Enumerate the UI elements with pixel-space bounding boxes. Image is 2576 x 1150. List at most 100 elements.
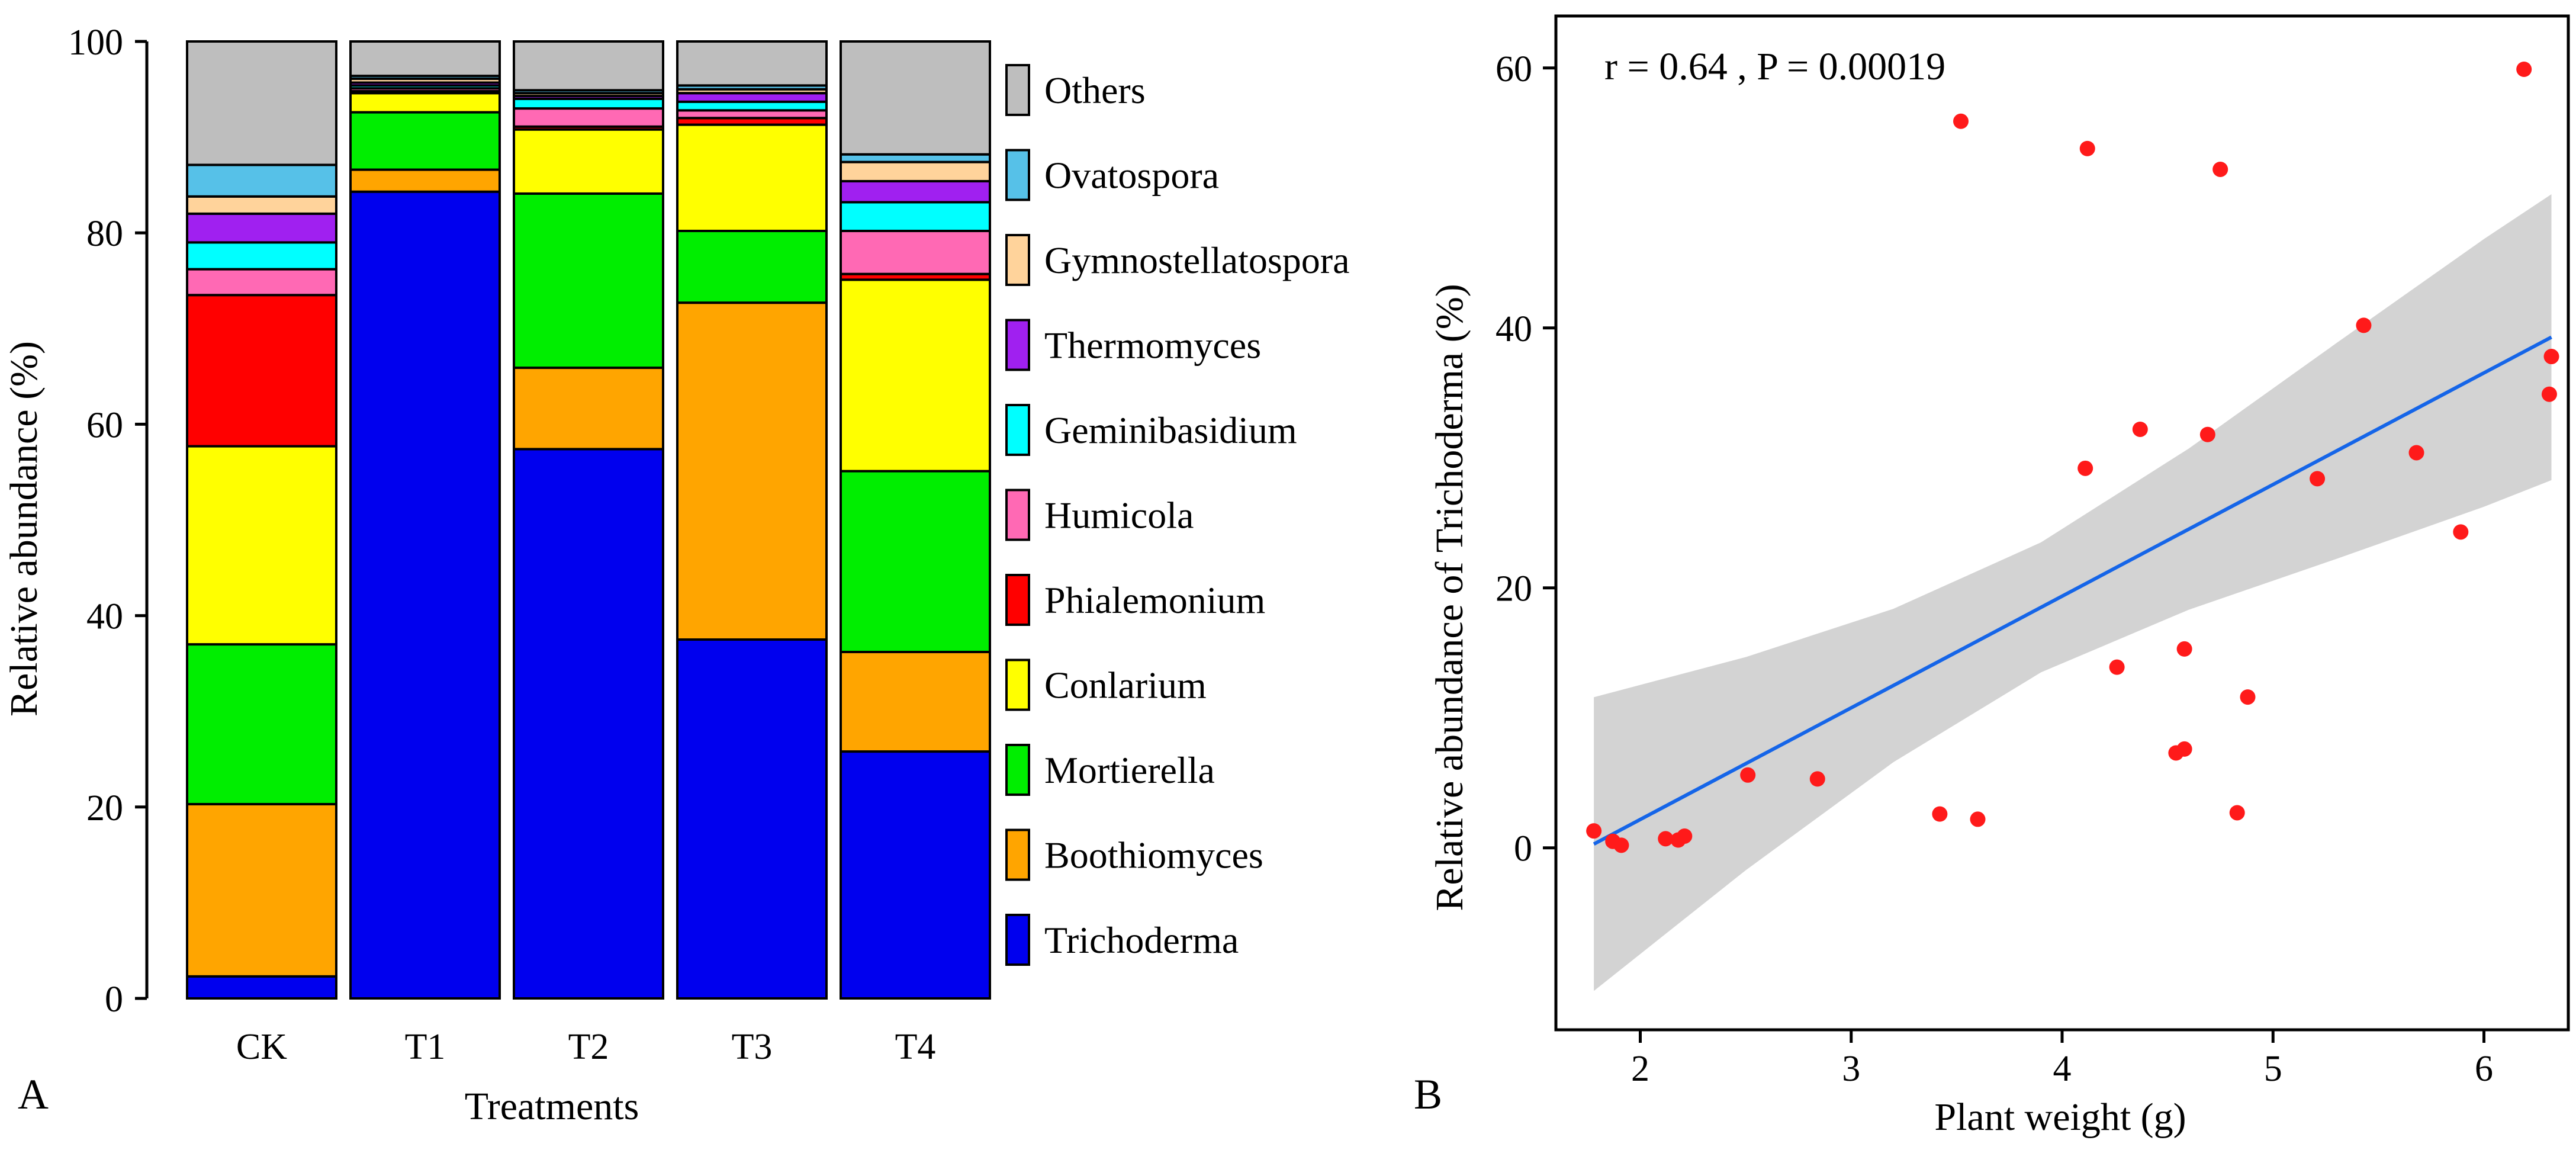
y-tick-label-a-40: 40 [86, 597, 123, 637]
bar-segment-trichoderma-t2 [513, 448, 664, 1000]
legend-item-ovatospora: Ovatospora [1005, 149, 1219, 201]
y-axis-title-b: Relative abundance of Trichoderma (%) [1428, 284, 1471, 911]
bar-segment-others-t4 [840, 40, 991, 156]
bar-segment-conlarium-t4 [840, 278, 991, 473]
legend-label-humicola: Humicola [1044, 494, 1194, 537]
bar-segment-boothiomyces-t4 [840, 651, 991, 753]
scatter-point-11 [1953, 113, 1969, 129]
bar-segment-conlarium-t3 [676, 123, 828, 232]
bar-stack-t4 [840, 40, 991, 1000]
scatter-point-23 [2310, 471, 2326, 487]
legend-label-thermomyces: Thermomyces [1044, 325, 1261, 367]
bar-segment-geminibasidium-ck [186, 241, 337, 271]
legend-label-gymnostellatospora: Gymnostellatospora [1044, 239, 1349, 281]
legend-swatch-conlarium [1005, 658, 1030, 711]
bar-segment-mortierella-t3 [676, 229, 828, 304]
legend-item-geminibasidium: Geminibasidium [1005, 404, 1297, 456]
legend-item-phialemonium: Phialemonium [1005, 574, 1265, 626]
bar-segment-boothiomyces-ck [186, 802, 337, 978]
scatter-point-14 [2077, 460, 2093, 476]
legend-label-conlarium: Conlarium [1044, 664, 1207, 706]
bar-segment-others-t1 [349, 40, 501, 78]
y-tick-label-a-100: 100 [68, 23, 123, 63]
panel-label-b: B [1414, 1071, 1442, 1118]
scatter-point-12 [2079, 140, 2095, 156]
bar-stack-t2 [513, 40, 664, 1000]
x-tick-label-b-5: 5 [2264, 1049, 2282, 1089]
legend-item-boothiomyces: Boothiomyces [1005, 828, 1263, 881]
y-axis-b: 0 20 40 60 [1496, 49, 1556, 869]
bar-segment-humicola-t2 [513, 107, 664, 128]
y-tick-label-b-60: 60 [1496, 49, 1532, 89]
y-tick-label-b-20: 20 [1496, 569, 1532, 609]
legend-label-ovatospora: Ovatospora [1044, 155, 1219, 197]
x-tick-label-t2: T2 [568, 1027, 609, 1067]
scatter-point-13 [2212, 161, 2228, 177]
legend-swatch-gymnostellatospora [1005, 234, 1030, 286]
legend-item-gymnostellatospora: Gymnostellatospora [1005, 234, 1349, 286]
bar-segment-geminibasidium-t4 [840, 201, 991, 232]
scatter-point-21 [2229, 805, 2245, 821]
x-axis-b: 2 3 4 5 6 [1631, 1030, 2493, 1089]
bar-segment-mortierella-ck [186, 643, 337, 805]
panel-a-stacked-bar-chart: 0 20 40 60 80 100 CK T1 T2 T3 T4 Others Ovatospora… [2, 23, 1349, 1128]
legend-swatch-geminibasidium [1005, 404, 1030, 456]
legend-swatch-phialemonium [1005, 574, 1030, 626]
scatter-point-4 [1658, 831, 1674, 847]
legend-item-others: Others [1005, 64, 1146, 116]
scatter-point-9 [1932, 806, 1948, 822]
bar-segment-humicola-t4 [840, 229, 991, 275]
scatter-point-17 [2109, 659, 2125, 675]
y-axis-title-a: Relative abundance (%) [2, 341, 46, 717]
y-tick-label-b-0: 0 [1514, 829, 1532, 869]
x-tick-label-t4: T4 [895, 1027, 936, 1067]
scatter-point-27 [2516, 61, 2532, 77]
scatter-point-25 [2408, 445, 2424, 461]
bar-segment-trichoderma-ck [186, 975, 337, 1000]
bar-stack-t1 [349, 40, 501, 1000]
legend-item-conlarium: Conlarium [1005, 658, 1207, 711]
bar-segment-others-ck [186, 40, 337, 166]
bar-segment-conlarium-ck [186, 445, 337, 646]
legend-item-mortierella: Mortierella [1005, 744, 1215, 796]
legend-label-others: Others [1044, 69, 1146, 111]
bar-segment-trichoderma-t4 [840, 750, 991, 1000]
legend-swatch-trichoderma [1005, 914, 1030, 966]
legend-label-boothiomyces: Boothiomyces [1044, 834, 1263, 876]
bar-segment-trichoderma-t1 [349, 190, 501, 1000]
y-tick-label-b-40: 40 [1496, 309, 1532, 349]
legend-swatch-mortierella [1005, 744, 1030, 796]
bar-segment-conlarium-t1 [349, 92, 501, 114]
scatter-point-28 [2543, 349, 2559, 365]
bar-segment-boothiomyces-t3 [676, 301, 828, 641]
x-tick-labels-a: CK T1 T2 T3 T4 [236, 1027, 936, 1067]
bar-stack-ck [186, 40, 337, 1000]
legend-swatch-ovatospora [1005, 149, 1030, 201]
scatter-point-19 [2176, 741, 2192, 757]
scatter-point-29 [2541, 386, 2557, 402]
scatter-point-22 [2240, 689, 2256, 705]
bar-segment-mortierella-t4 [840, 470, 991, 654]
x-axis-title-a: Treatments [465, 1085, 639, 1128]
legend-swatch-thermomyces [1005, 319, 1030, 371]
bar-segment-boothiomyces-t2 [513, 367, 664, 451]
bar-segment-trichoderma-t3 [676, 638, 828, 1000]
legend-swatch-boothiomyces [1005, 828, 1030, 881]
scatter-point-10 [1970, 811, 1986, 827]
bar-segment-gymnostellatospora-ck [186, 195, 337, 215]
regression-line [1593, 335, 2552, 846]
bar-segment-phialemonium-ck [186, 294, 337, 448]
x-tick-label-b-2: 2 [1631, 1049, 1649, 1089]
bar-segment-conlarium-t2 [513, 128, 664, 195]
legend-item-thermomyces: Thermomyces [1005, 319, 1261, 371]
legend-item-trichoderma: Trichoderma [1005, 914, 1239, 966]
bar-segment-geminibasidium-t3 [676, 100, 828, 112]
panel-label-a: A [18, 1071, 49, 1118]
legend-label-mortierella: Mortierella [1044, 749, 1215, 791]
x-tick-label-b-3: 3 [1842, 1049, 1860, 1089]
scatter-point-3 [1613, 837, 1629, 853]
scatter-point-8 [1809, 771, 1825, 787]
scatter-point-1 [1586, 823, 1602, 839]
correlation-annotation: r = 0.64 , P = 0.00019 [1604, 45, 1945, 88]
